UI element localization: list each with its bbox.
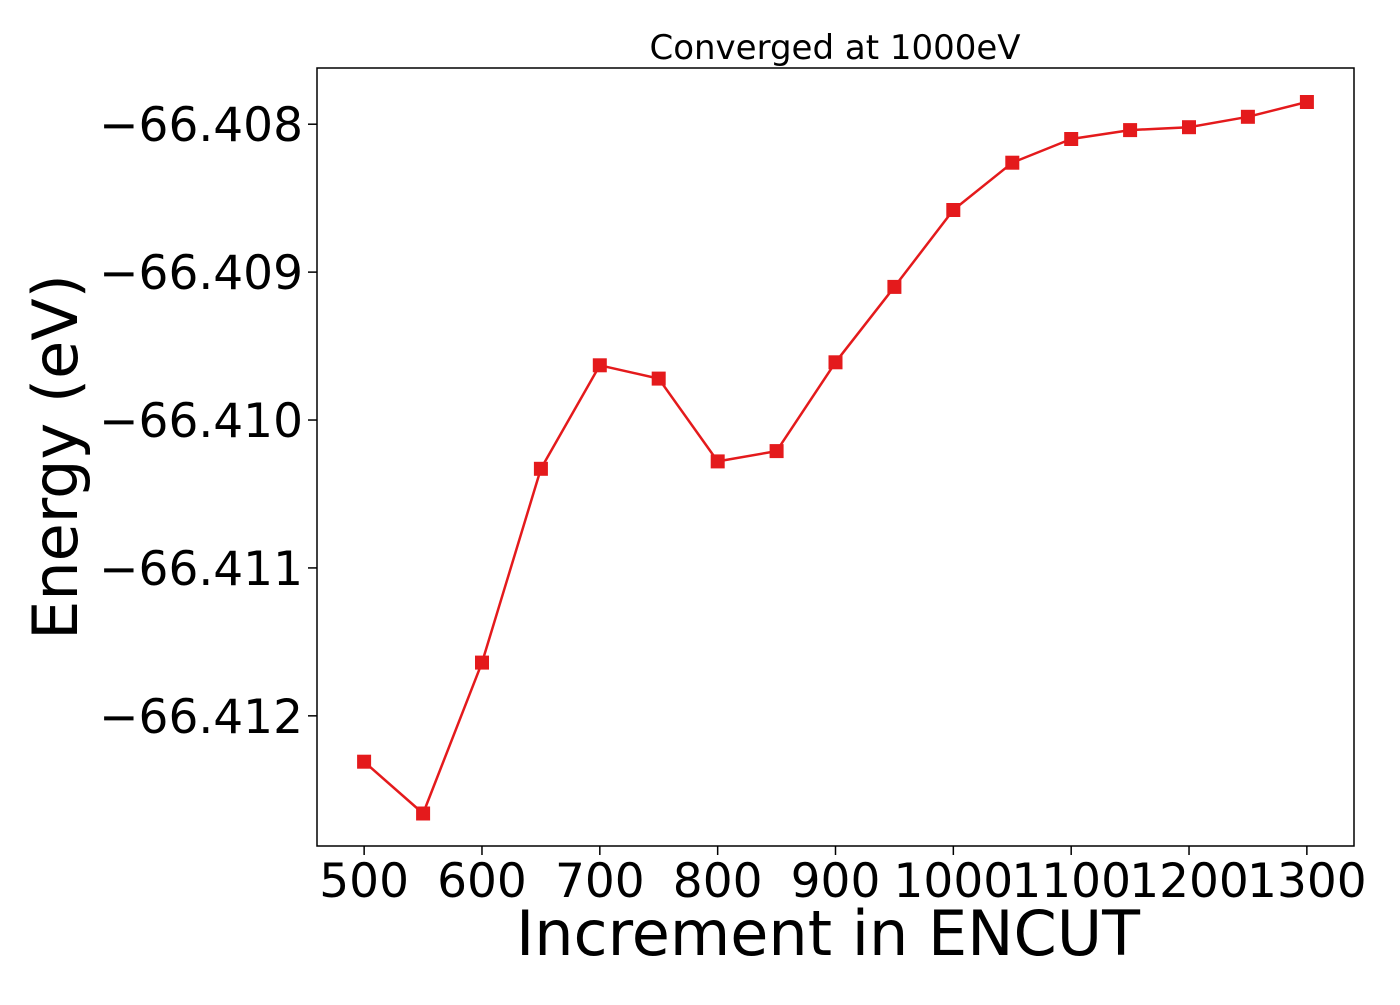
data-point-marker (1240, 109, 1255, 124)
y-tick-label: −66.408 (99, 98, 303, 153)
data-point-marker (475, 655, 489, 670)
data-point-marker (828, 355, 843, 370)
x-tick-label: 1100 (1011, 854, 1131, 909)
y-tick-label: −66.409 (99, 246, 303, 301)
y-tick-label: −66.410 (99, 394, 303, 449)
y-tick-label: −66.412 (99, 690, 303, 745)
data-point-marker (651, 371, 666, 386)
plot-area (316, 67, 1355, 847)
y-tick-label: −66.411 (99, 542, 303, 597)
y-axis-ticks: −66.408 −66.409 −66.410 −66.411 −66.412 (99, 98, 317, 745)
x-tick-label: 800 (673, 854, 763, 909)
y-axis-title: Energy (eV) (19, 274, 92, 640)
plot-frame (316, 67, 1355, 847)
data-point-marker (357, 754, 372, 769)
x-tick-label: 1200 (1129, 854, 1249, 909)
data-point-marker (710, 454, 725, 469)
data-point-marker (1123, 123, 1138, 138)
x-tick-label: 1300 (1247, 854, 1367, 909)
data-point-marker (1299, 95, 1314, 109)
data-point-marker (1182, 120, 1196, 135)
chart-title: Converged at 1000eV (649, 28, 1020, 68)
x-axis-title: Increment in ENCUT (516, 897, 1141, 970)
data-point-marker (416, 806, 431, 821)
x-tick-label: 700 (555, 854, 645, 909)
series-line (363, 100, 1308, 815)
x-tick-label: 500 (319, 854, 409, 909)
x-tick-label: 600 (437, 854, 527, 909)
data-point-marker (592, 358, 607, 373)
x-tick-label: 900 (791, 854, 881, 909)
data-point-marker (887, 279, 902, 294)
data-point-marker (946, 203, 961, 217)
x-tick-label: 1000 (894, 854, 1014, 909)
data-point-marker (1005, 155, 1020, 170)
data-point-marker (769, 444, 784, 459)
data-point-marker (1064, 132, 1079, 146)
data-point-marker (533, 461, 548, 476)
